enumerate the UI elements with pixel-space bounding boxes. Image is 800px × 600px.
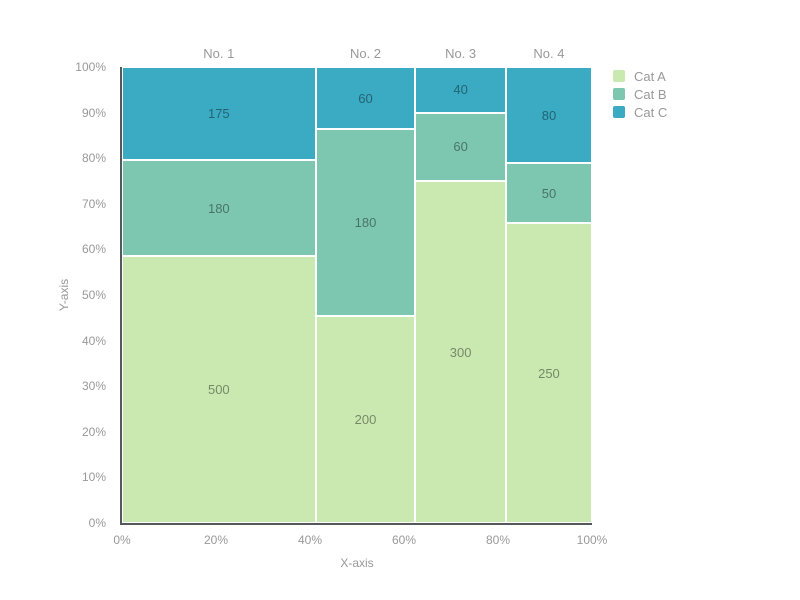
- x-tick-label: 100%: [576, 533, 608, 547]
- column-header: No. 1: [203, 46, 235, 61]
- segment-value-label: 60: [453, 139, 468, 155]
- segment-value-label: 175: [207, 106, 230, 122]
- plot-area: 500 180 175 200 180 60 300 60 40 250 50 80: [122, 67, 592, 523]
- y-tick-label: 70%: [81, 196, 106, 211]
- x-tick-label: 60%: [391, 533, 417, 547]
- y-tick-label: 60%: [81, 242, 106, 257]
- x-tick-label: 40%: [297, 533, 323, 547]
- mosaic-segment[interactable]: 300: [415, 181, 506, 523]
- column-header: No. 3: [445, 46, 477, 61]
- x-tick-label: 20%: [203, 533, 229, 547]
- y-tick-label: 80%: [81, 151, 106, 166]
- x-tick-label: 0%: [113, 533, 131, 547]
- segment-value-label: 200: [354, 411, 377, 427]
- mosaic-segment[interactable]: 180: [315, 129, 416, 316]
- legend-label: Cat C: [634, 104, 668, 120]
- y-tick-label: 30%: [81, 379, 106, 394]
- legend-item[interactable]: Cat A: [613, 67, 667, 85]
- y-tick-label: 0%: [88, 516, 106, 530]
- column-header: No. 4: [533, 46, 565, 61]
- segment-value-label: 500: [207, 382, 230, 398]
- mosaic-segment[interactable]: 50: [505, 163, 592, 223]
- y-axis-line: [120, 67, 122, 525]
- legend-swatch-icon: [613, 106, 625, 118]
- legend: Cat A Cat B Cat C: [613, 67, 667, 121]
- legend-swatch-icon: [613, 88, 625, 100]
- segment-value-label: 40: [453, 82, 468, 98]
- y-tick-label: 100%: [75, 60, 106, 74]
- x-axis-line: [120, 523, 592, 525]
- mosaic-segment[interactable]: 60: [415, 112, 506, 181]
- y-tick-label: 90%: [81, 105, 106, 120]
- x-axis-title: X-axis: [340, 556, 374, 570]
- mosaic-segment[interactable]: 60: [315, 67, 416, 130]
- mosaic-segment[interactable]: 80: [505, 67, 592, 163]
- segment-value-label: 180: [207, 200, 230, 216]
- mosaic-column: 250 50 80: [505, 67, 592, 523]
- legend-label: Cat B: [634, 86, 667, 102]
- mosaic-segment[interactable]: 500: [122, 256, 316, 523]
- segment-value-label: 60: [358, 90, 373, 106]
- mosaic-segment[interactable]: 250: [505, 223, 592, 523]
- x-tick-label: 80%: [485, 533, 511, 547]
- mosaic-segment[interactable]: 200: [315, 315, 416, 523]
- legend-swatch-icon: [613, 70, 625, 82]
- mosaic-column: 200 180 60: [315, 67, 416, 523]
- mosaic-segment[interactable]: 175: [122, 67, 316, 161]
- legend-item[interactable]: Cat B: [613, 85, 667, 103]
- y-tick-label: 50%: [81, 288, 106, 302]
- segment-value-label: 50: [541, 185, 557, 201]
- legend-item[interactable]: Cat C: [613, 103, 667, 121]
- segment-value-label: 250: [538, 365, 560, 381]
- segment-value-label: 80: [541, 107, 557, 123]
- segment-value-label: 300: [449, 344, 472, 360]
- mosaic-segment[interactable]: 40: [415, 67, 506, 113]
- y-tick-label: 40%: [81, 333, 106, 348]
- column-header: No. 2: [349, 46, 382, 61]
- y-tick-label: 20%: [81, 424, 106, 439]
- segment-value-label: 180: [354, 214, 377, 230]
- mosaic-column: 500 180 175: [122, 67, 316, 523]
- legend-label: Cat A: [634, 68, 666, 84]
- y-tick-label: 10%: [81, 470, 106, 485]
- mosaic-column: 300 60 40: [415, 67, 506, 523]
- mosaic-segment[interactable]: 180: [122, 160, 316, 257]
